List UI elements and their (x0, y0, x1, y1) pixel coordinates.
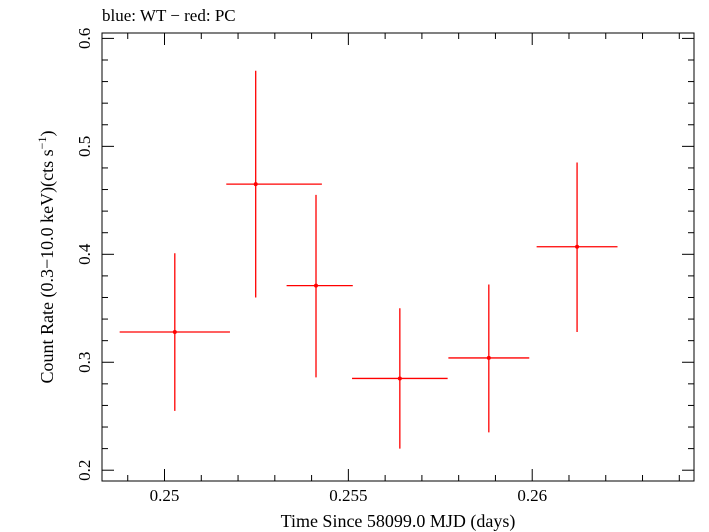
point-marker (314, 283, 319, 288)
data-points (119, 70, 618, 449)
chart-title: blue: WT − red: PC (102, 6, 236, 25)
point-marker (397, 376, 402, 381)
x-tick-label: 0.26 (517, 486, 547, 505)
y-axis-label-main: Count Rate (0.3−10.0 keV)(cts s (37, 149, 58, 383)
point-marker (253, 182, 258, 187)
data-point (536, 162, 618, 333)
y-tick-label: 0.5 (75, 136, 94, 157)
x-axis-ticks: 0.25 0.255 0.26 (127, 33, 680, 505)
y-axis-label: Count Rate (0.3−10.0 keV)(cts s−1) (35, 131, 58, 384)
y-tick-label: 0.2 (75, 460, 94, 481)
y-axis-label-exponent: −1 (35, 137, 49, 150)
y-tick-label: 0.3 (75, 352, 94, 373)
point-marker (172, 330, 177, 335)
data-point (286, 194, 353, 378)
point-marker (486, 355, 491, 360)
svg-text:Count Rate (0.3−10.0 keV)(cts: Count Rate (0.3−10.0 keV)(cts s−1) (35, 131, 58, 384)
y-tick-label: 0.4 (75, 243, 94, 265)
x-tick-label: 0.255 (329, 486, 367, 505)
data-point (119, 253, 230, 411)
y-tick-label: 0.6 (75, 28, 94, 49)
data-point (226, 70, 322, 298)
y-axis-ticks: 0.2 0.3 0.4 0.5 0.6 (75, 28, 694, 481)
data-point (352, 308, 448, 449)
point-marker (575, 244, 580, 249)
x-axis-label: Time Since 58099.0 MJD (days) (281, 511, 516, 532)
x-tick-label: 0.25 (150, 486, 180, 505)
y-axis-label-close: ) (37, 131, 58, 137)
plot-frame (101, 32, 695, 482)
data-point (448, 284, 530, 433)
